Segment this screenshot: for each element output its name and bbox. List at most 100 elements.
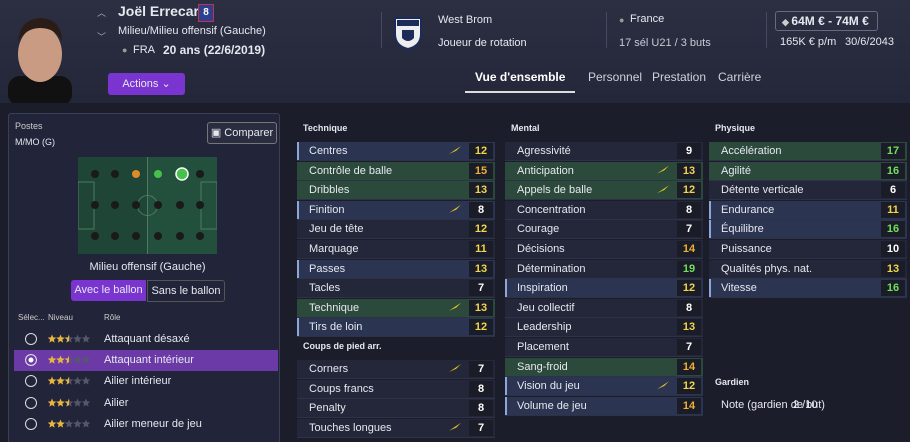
star: [47, 355, 57, 364]
role-row[interactable]: Ailier meneur de jeu: [14, 414, 278, 435]
attribute-value: 19: [677, 260, 701, 277]
attribute-value: 2 /10: [793, 399, 818, 411]
attribute-row: Passes 13: [297, 259, 495, 279]
player-name: Joël Errecart: [118, 3, 204, 19]
star: [81, 419, 91, 428]
attribute-value: 12: [469, 221, 493, 238]
compare-button[interactable]: ▣ Comparer: [207, 122, 277, 144]
tab[interactable]: Prestation: [652, 70, 707, 84]
role-stars: [47, 376, 91, 385]
attribute-row: Leadership 13: [505, 318, 703, 338]
nationality-code: FRA: [133, 44, 155, 56]
attribute-name: Contrôle de balle: [309, 164, 393, 177]
star: [81, 355, 91, 364]
attribute-name: Équilibre: [721, 223, 764, 236]
trend-arrow: [449, 364, 461, 372]
attribute-value: 16: [881, 221, 905, 238]
attribute-row: Marquage 11: [297, 240, 495, 259]
attribute-name: Dribbles: [309, 184, 350, 197]
trend-arrow: [657, 165, 669, 174]
attribute-name: Centres: [309, 145, 348, 157]
positions: M/MO (G): [15, 137, 55, 147]
toggle-without-ball[interactable]: Sans le ballon: [147, 280, 225, 302]
attribute-name: Passes: [309, 262, 346, 275]
attribute-row: Tirs de loin 12: [297, 318, 495, 338]
attribute-name: Touches longues: [309, 421, 392, 434]
attribute-row: Appels de balle 12: [505, 181, 703, 201]
trend-arrow: [449, 204, 461, 213]
attribute-value: 8: [677, 201, 701, 218]
star: [64, 398, 74, 407]
star: [47, 419, 57, 428]
attribute-name: Placement: [517, 341, 569, 353]
role-header: Sélec...: [18, 313, 45, 322]
attribute-value: 6: [881, 182, 905, 199]
nav-down[interactable]: ﹀: [97, 32, 107, 42]
club-name[interactable]: West Brom: [438, 14, 493, 26]
attribute-row: Sang-froid 14: [505, 357, 703, 377]
squad-status: Joueur de rotation: [438, 37, 527, 49]
tab[interactable]: Carrière: [718, 70, 762, 84]
role-header: Niveau: [48, 313, 73, 322]
attribute-row: Décisions 14: [505, 240, 703, 259]
section-title: Mental: [511, 123, 540, 133]
star: [64, 376, 74, 385]
role-name: Attaquant intérieur: [104, 354, 194, 367]
star: [64, 334, 74, 343]
tab[interactable]: Personnel: [588, 70, 643, 84]
nation-name[interactable]: France: [630, 13, 665, 25]
role-header: Rôle: [104, 313, 121, 322]
attribute-value: 12: [677, 182, 701, 199]
attribute-row: Courage 7: [505, 220, 703, 240]
attribute-value: 8: [469, 201, 493, 218]
star: [73, 355, 82, 364]
role-name: Ailier intérieur: [104, 375, 172, 388]
attribute-row: Détermination 19: [505, 259, 703, 279]
attribute-value: 8: [469, 400, 493, 417]
nav-up[interactable]: ︿: [97, 8, 107, 18]
attribute-row: Vision du jeu 12: [505, 377, 703, 397]
attribute-name: Qualités phys. nat.: [721, 262, 813, 275]
attribute-name: Puissance: [721, 243, 772, 255]
attribute-value: 13: [469, 299, 493, 316]
attribute-name: Concentration: [517, 203, 586, 216]
attribute-value: 17: [881, 143, 905, 159]
star: [47, 376, 57, 385]
role-row[interactable]: Ailier intérieur: [14, 371, 278, 392]
toggle-with-ball[interactable]: Avec le ballon: [71, 280, 146, 301]
attribute-row: Concentration 8: [505, 200, 703, 220]
attribute-name: Courage: [517, 223, 560, 236]
attribute-value: 7: [677, 221, 701, 238]
attribute-value: 7: [469, 280, 493, 297]
attribute-value: 16: [881, 280, 905, 297]
nation-icon: ●: [122, 45, 128, 55]
attribute-name: Appels de balle: [517, 184, 593, 197]
wage: 165K € p/m: [780, 36, 837, 48]
section-title: Gardien: [715, 377, 750, 387]
attribute-row: Tacles 7: [297, 279, 495, 299]
nation-icon: ●: [619, 15, 625, 25]
selected-position: Milieu offensif (Gauche): [89, 261, 206, 273]
star: [73, 376, 82, 385]
player-photo: [8, 18, 72, 103]
attribute-name: Agilité: [721, 164, 751, 177]
attribute-row: Touches longues 7: [297, 418, 495, 438]
actions-label: Actions: [122, 78, 159, 90]
attribute-value: 13: [677, 162, 701, 179]
toggle-label: Sans le ballon: [151, 285, 221, 297]
role-row[interactable]: Attaquant intérieur: [14, 350, 278, 372]
attribute-value: 12: [469, 143, 493, 159]
trend-arrow: [449, 302, 461, 311]
attribute-value: 13: [677, 319, 701, 336]
attribute-value: 7: [469, 361, 493, 377]
role-row[interactable]: Attaquant désaxé: [14, 329, 278, 350]
attribute-name: Endurance: [721, 203, 775, 216]
attribute-value: 16: [881, 162, 905, 179]
attribute-name: Penalty: [309, 402, 346, 415]
squad-number: 8: [198, 4, 214, 22]
role-row[interactable]: Ailier: [14, 393, 278, 414]
tab[interactable]: Vue d'ensemble: [465, 70, 576, 93]
attribute-row: Agilité 16: [709, 161, 907, 181]
club-badge: [394, 17, 422, 50]
actions-button[interactable]: Actions ⌄: [108, 73, 185, 95]
